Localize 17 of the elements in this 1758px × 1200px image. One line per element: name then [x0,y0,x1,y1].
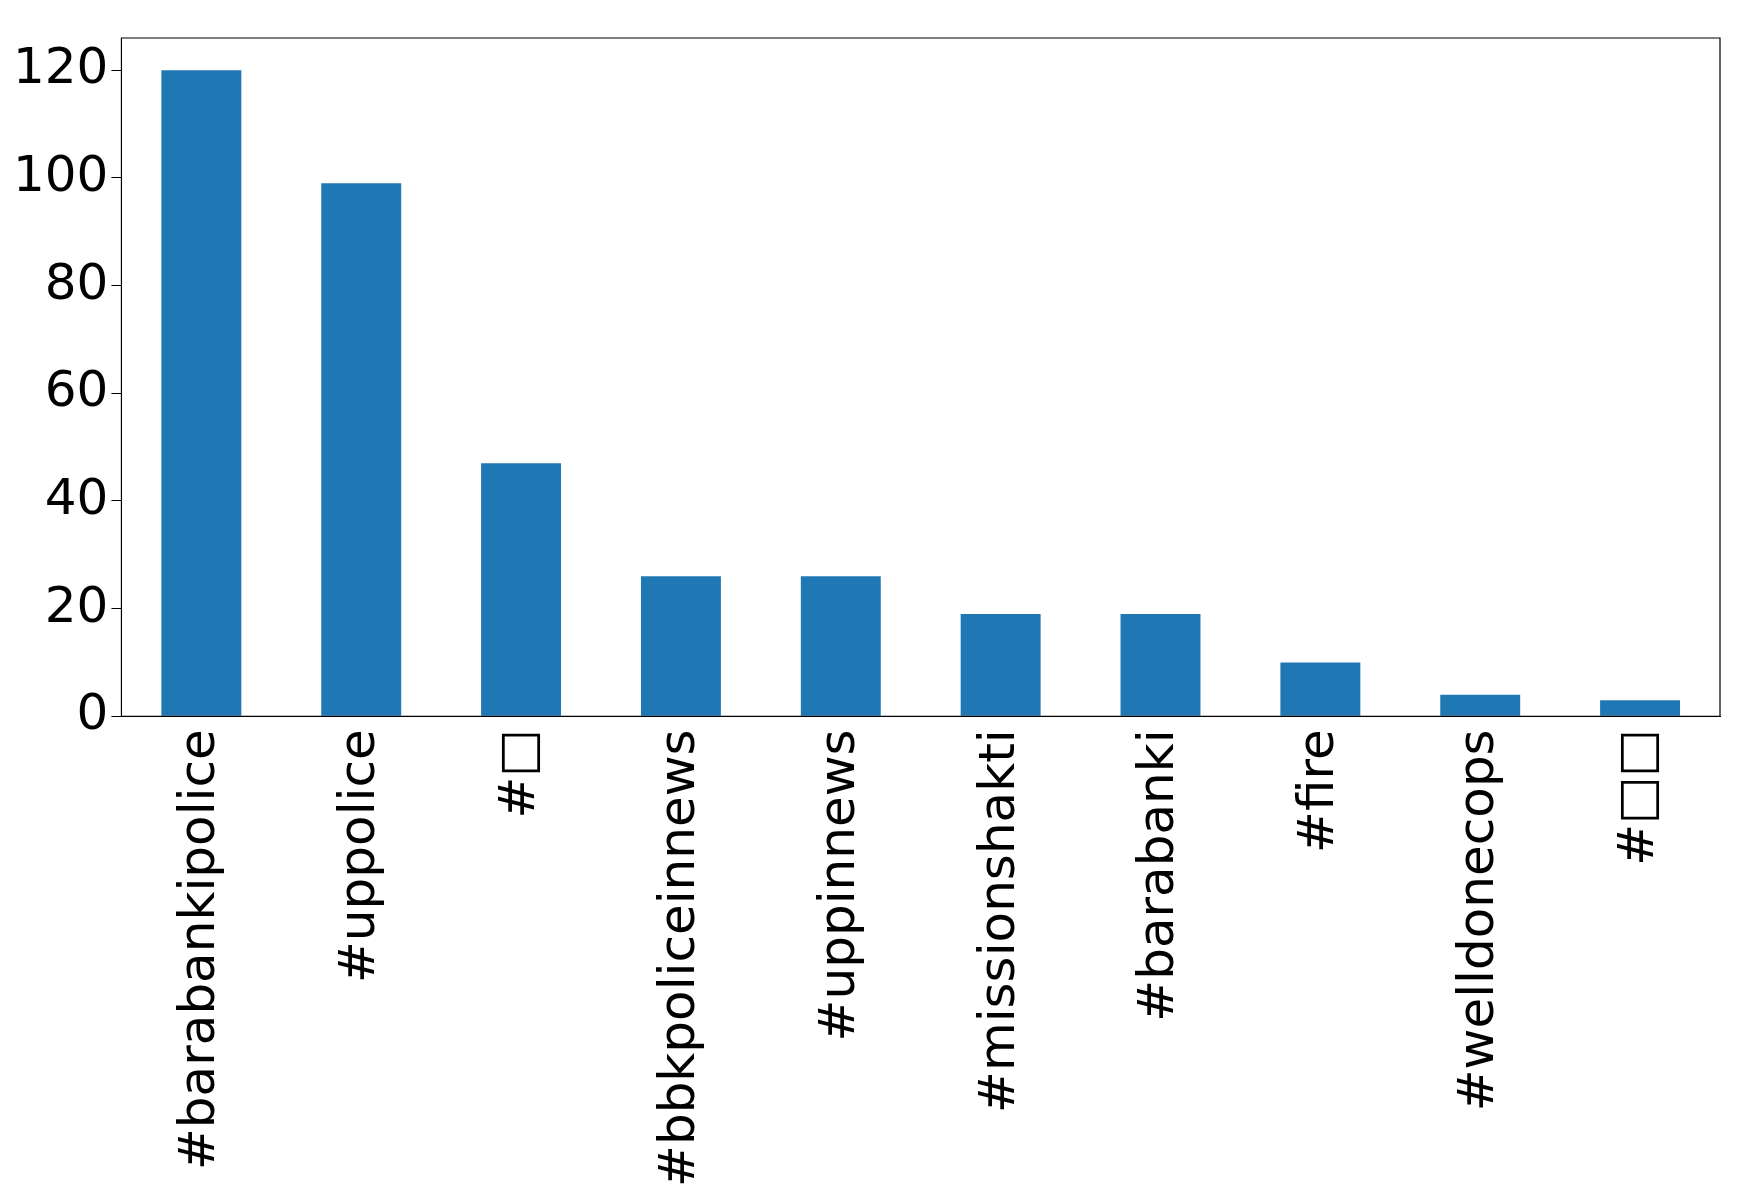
x-tick-label: #barabankipolice [168,729,227,1171]
x-tick-label: #□□ [1607,729,1666,866]
x-tick-label: #□ [488,729,547,819]
x-tick-label: #fire [1287,729,1346,853]
y-tick-label: 80 [44,252,109,311]
x-tick-label: #uppinnews [807,729,866,1042]
x-tick-label: #bbkpoliceinnews [647,729,706,1188]
y-tick-label: 0 [76,683,109,742]
x-tick-label: #barabanki [1127,729,1186,1022]
x-tick-label: #welldonecops [1447,729,1506,1112]
x-tick-label: #missionshakti [967,729,1026,1113]
y-tick-label: 20 [44,575,109,634]
y-tick-label: 60 [44,360,109,419]
y-tick-label: 120 [13,37,109,96]
y-tick-label: 100 [13,144,109,203]
y-tick-label: 40 [44,467,109,526]
x-tick-label: #uppolice [328,729,387,984]
